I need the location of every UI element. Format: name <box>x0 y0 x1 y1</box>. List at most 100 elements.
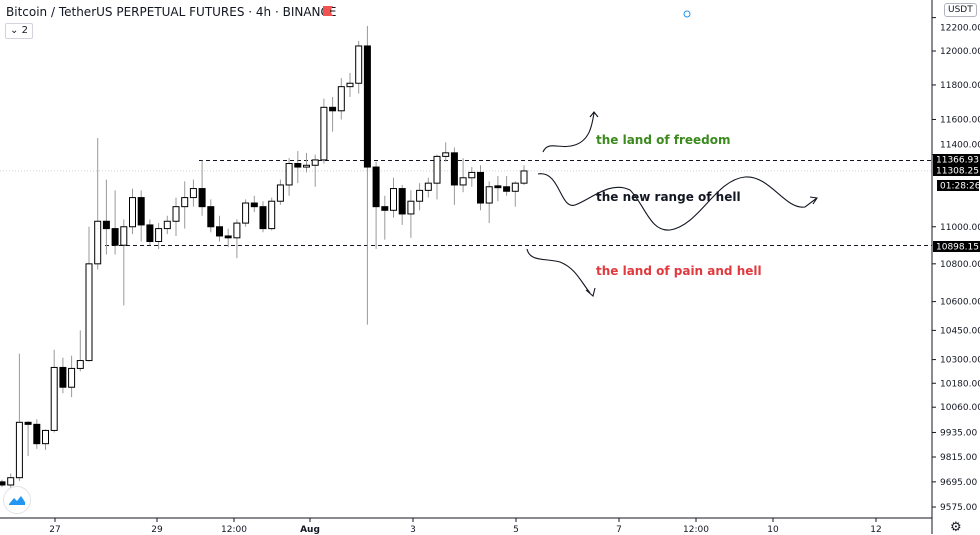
annotation-freedom: the land of freedom <box>596 133 731 147</box>
candle-body <box>407 200 415 215</box>
candle <box>68 355 76 398</box>
chevron-down-icon: ⌄ <box>10 25 19 36</box>
candle <box>276 179 284 205</box>
candle <box>285 158 293 196</box>
collapse-indicators-button[interactable]: ⌄ 2 <box>5 23 33 39</box>
candle <box>15 353 23 481</box>
candle-body <box>224 235 232 239</box>
candle <box>181 181 189 229</box>
time-tick-label: 27 <box>49 525 60 534</box>
price-tick-label: 11800.00 <box>940 81 980 91</box>
candle <box>511 181 519 207</box>
candle-body <box>416 189 424 202</box>
candle <box>503 175 511 196</box>
candle-body <box>503 186 511 192</box>
indicator-count: 2 <box>21 25 28 36</box>
lower-level-price-label-bg <box>933 241 980 252</box>
candle-body <box>355 45 363 84</box>
tradingview-logo[interactable] <box>3 486 31 514</box>
candle <box>459 158 467 193</box>
candle-body <box>329 106 337 112</box>
candle-body <box>268 200 276 230</box>
candle <box>390 177 397 218</box>
candle <box>520 165 528 185</box>
flag-icon[interactable] <box>323 6 333 16</box>
alert-marker-icon[interactable] <box>683 10 691 18</box>
candle-body <box>68 367 76 388</box>
price-axis[interactable]: 12200.00 12000.00 11800.00 11600.00 11400.00… <box>932 17 980 513</box>
candle-body <box>59 366 67 388</box>
candle-body <box>111 228 119 246</box>
price-tick-label: 11000.00 <box>940 223 980 233</box>
time-tick-label: 12:00 <box>221 525 247 534</box>
candle <box>381 195 389 240</box>
price-tick-label: 9815.00 <box>940 453 977 463</box>
candle <box>102 179 110 255</box>
candle <box>216 215 223 242</box>
candle-body <box>189 188 197 199</box>
candle <box>242 199 250 227</box>
candle-body <box>155 228 163 243</box>
price-tick-label: 10600.00 <box>940 298 980 308</box>
candle-body <box>285 162 293 186</box>
last-price-label: 11308.25 <box>936 167 979 177</box>
candle-body <box>442 152 450 157</box>
lower-level-price-label: 10898.15 <box>936 243 979 253</box>
candle <box>294 151 302 184</box>
candle-body <box>259 206 267 230</box>
candle <box>303 152 310 173</box>
bar-countdown-label: 01:28:26 <box>940 182 980 192</box>
last-price-label-bg <box>933 165 980 176</box>
candle <box>24 421 32 456</box>
candle <box>76 330 84 372</box>
candle-body <box>390 188 397 211</box>
candle <box>407 190 415 238</box>
time-tick-label: 12 <box>870 525 881 534</box>
candle-body <box>381 206 389 211</box>
candle-body <box>0 481 6 486</box>
price-tick-label: 10060.00 <box>940 403 980 413</box>
candle-body <box>372 166 380 208</box>
candle <box>337 78 345 120</box>
candle-body <box>450 152 458 186</box>
time-axis[interactable]: 27 29 12:00 Aug 3 5 7 12:00 10 12 <box>49 518 882 534</box>
time-tick-label: Aug <box>300 525 320 534</box>
candle-body <box>137 197 145 226</box>
candle-body <box>7 477 15 486</box>
candle-body <box>511 182 519 192</box>
candle <box>442 142 450 162</box>
time-tick-label: 29 <box>151 525 163 534</box>
candle <box>59 357 67 394</box>
price-tick-label: 12000.00 <box>940 47 980 57</box>
candle-body <box>337 86 345 112</box>
annotation-pain: the land of pain and hell <box>596 264 762 278</box>
candle <box>424 177 432 198</box>
time-tick-label: 7 <box>616 525 622 534</box>
candle-body <box>424 182 432 191</box>
candle <box>372 161 380 249</box>
candle <box>94 138 102 270</box>
candle <box>189 179 197 207</box>
time-tick-label: 12:00 <box>683 525 709 534</box>
candle <box>50 349 58 433</box>
arrow-down-curve <box>526 248 596 297</box>
price-tick-label: 11600.00 <box>940 115 980 125</box>
candle <box>0 479 6 488</box>
candle <box>198 160 206 216</box>
settings-gear-icon[interactable]: ⚙ <box>950 520 962 535</box>
currency-button[interactable]: USDT <box>944 3 977 17</box>
time-tick-label: 3 <box>410 525 416 534</box>
candle-body <box>294 162 302 168</box>
candle-body <box>433 155 441 184</box>
candle <box>268 197 276 231</box>
candle-body <box>311 159 319 166</box>
candle <box>329 96 337 132</box>
candle <box>468 167 476 187</box>
candle <box>477 165 484 211</box>
candle-body <box>276 184 284 202</box>
chart-title: Bitcoin / TetherUS PERPETUAL FUTURES · 4… <box>6 5 337 19</box>
candle <box>42 429 49 450</box>
candle <box>346 73 354 97</box>
candle <box>250 195 258 213</box>
